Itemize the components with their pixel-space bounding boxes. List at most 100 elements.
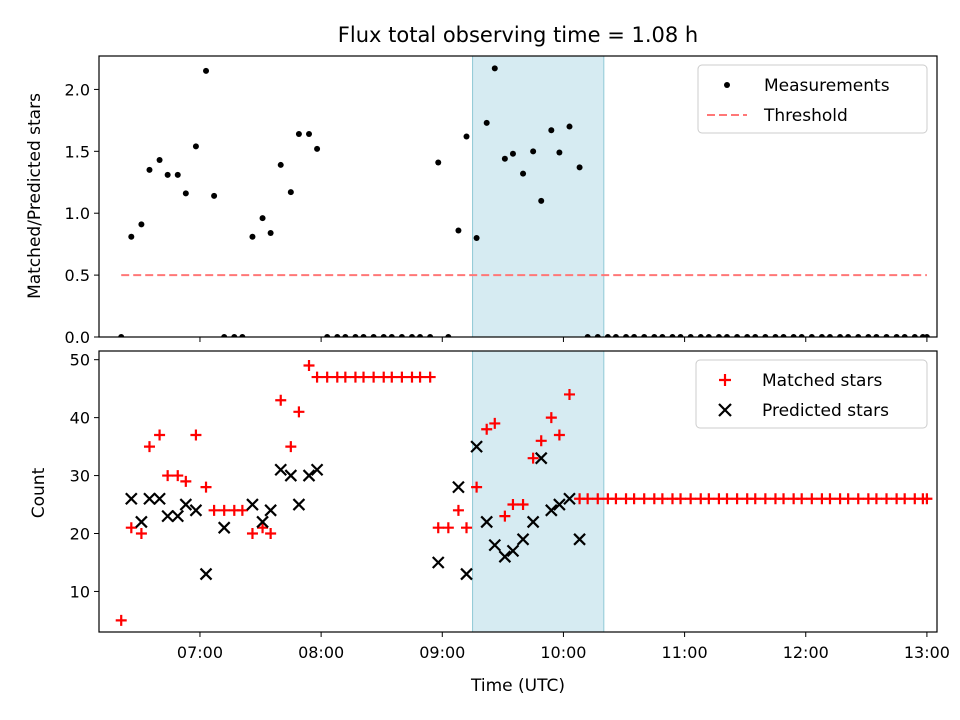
measurement-point <box>295 130 302 137</box>
predicted-star-point <box>153 492 166 506</box>
x-tick-label: 08:00 <box>298 643 344 662</box>
matched-star-point <box>208 504 220 516</box>
matched-star-point <box>257 522 269 534</box>
chart-title: Flux total observing time = 1.08 h <box>338 23 698 47</box>
predicted-star-point <box>470 440 483 453</box>
series-matched-stars <box>115 359 933 626</box>
matched-star-point <box>535 435 547 447</box>
measurement-point <box>659 334 666 337</box>
legend-marker-matched <box>719 374 731 386</box>
matched-star-point <box>656 493 668 505</box>
measurement-point <box>267 230 274 237</box>
measurement-point <box>156 156 163 163</box>
measurement-point <box>715 334 722 337</box>
y-tick-label: 20 <box>70 525 90 544</box>
measurement-point <box>473 234 480 241</box>
measurement-point <box>530 148 537 155</box>
measurement-point <box>287 189 294 196</box>
predicted-star-point <box>452 480 465 494</box>
x-tick-label: 12:00 <box>783 643 829 662</box>
matched-star-point <box>339 371 351 383</box>
matched-star-point <box>553 429 565 441</box>
measurement-point <box>752 334 759 337</box>
y-tick-label: 30 <box>70 467 90 486</box>
bottom-panel: 10 20 30 40 50 07:00 08:00 09:00 10:00 11:00 12:00… <box>70 350 950 662</box>
matched-star-point <box>432 522 444 534</box>
predicted-star-point <box>553 498 566 511</box>
matched-star-point <box>675 493 687 505</box>
matched-star-point <box>749 493 761 505</box>
matched-star-point <box>824 493 836 505</box>
matched-star-point <box>396 371 408 383</box>
matched-star-point <box>386 371 398 383</box>
measurement-point <box>445 334 452 337</box>
observing-window-band <box>472 350 605 633</box>
measurement-point <box>641 334 648 337</box>
measurement-point <box>780 334 787 337</box>
measurement-point <box>427 334 434 337</box>
matched-star-point <box>527 452 539 464</box>
measurement-point <box>146 166 153 173</box>
measurement-point <box>203 67 210 74</box>
matched-star-point <box>610 493 622 505</box>
measurement-point <box>491 65 498 72</box>
predicted-star-point <box>460 567 473 581</box>
measurement-point <box>790 334 797 337</box>
measurement-point <box>463 133 470 140</box>
measurement-point <box>855 334 862 337</box>
matched-star-point <box>414 371 426 383</box>
matched-star-point <box>731 493 743 505</box>
measurement-point <box>845 334 852 337</box>
predicted-star-point <box>284 469 298 482</box>
measurement-point <box>584 334 591 337</box>
measurement-point <box>501 155 508 162</box>
matched-star-point <box>778 493 790 505</box>
matched-star-point <box>471 481 483 493</box>
predicted-star-point <box>199 567 213 581</box>
measurement-point <box>192 143 199 150</box>
measurement-point <box>566 123 573 130</box>
measurement-point <box>612 334 619 337</box>
predicted-star-point <box>189 504 203 517</box>
measurement-point <box>182 190 189 197</box>
matched-star-point <box>628 493 640 505</box>
legend: Matched stars Predicted stars <box>695 359 928 429</box>
measurement-point <box>314 145 321 152</box>
matched-star-point <box>143 441 155 453</box>
measurement-point <box>388 334 395 337</box>
measurement-point <box>873 334 880 337</box>
measurement-point <box>556 149 563 156</box>
measurement-point <box>259 215 266 222</box>
predicted-star-point <box>573 533 586 546</box>
matched-star-point <box>545 412 557 424</box>
measurement-point <box>837 334 844 337</box>
measurement-point <box>417 334 424 337</box>
measurement-point <box>509 150 516 157</box>
measurement-point <box>818 334 825 337</box>
y-tick-label: 1.5 <box>65 142 90 161</box>
predicted-star-point <box>516 533 530 546</box>
legend-label: Matched stars <box>762 371 882 391</box>
bottom-y-axis-label: Count <box>29 467 49 518</box>
predicted-star-point <box>264 504 277 517</box>
matched-star-point <box>452 504 464 516</box>
matched-star-point <box>481 423 493 435</box>
x-tick-label: 11:00 <box>662 643 708 662</box>
predicted-star-point <box>125 492 138 506</box>
matched-star-point <box>499 510 511 522</box>
matched-star-point <box>870 493 882 505</box>
measurement-point <box>455 227 462 234</box>
measurement-point <box>249 233 256 240</box>
predicted-star-point <box>246 498 259 511</box>
plot-area <box>118 65 930 337</box>
matched-star-point <box>265 528 277 540</box>
matched-star-point <box>881 493 893 505</box>
predicted-star-point <box>526 515 540 529</box>
matched-star-point <box>162 470 174 482</box>
legend: Measurements Threshold <box>697 64 928 134</box>
legend-box <box>695 359 928 429</box>
measurement-point <box>128 233 135 240</box>
predicted-star-point <box>545 504 558 517</box>
matched-star-point <box>115 614 127 626</box>
measurement-point <box>772 334 779 337</box>
